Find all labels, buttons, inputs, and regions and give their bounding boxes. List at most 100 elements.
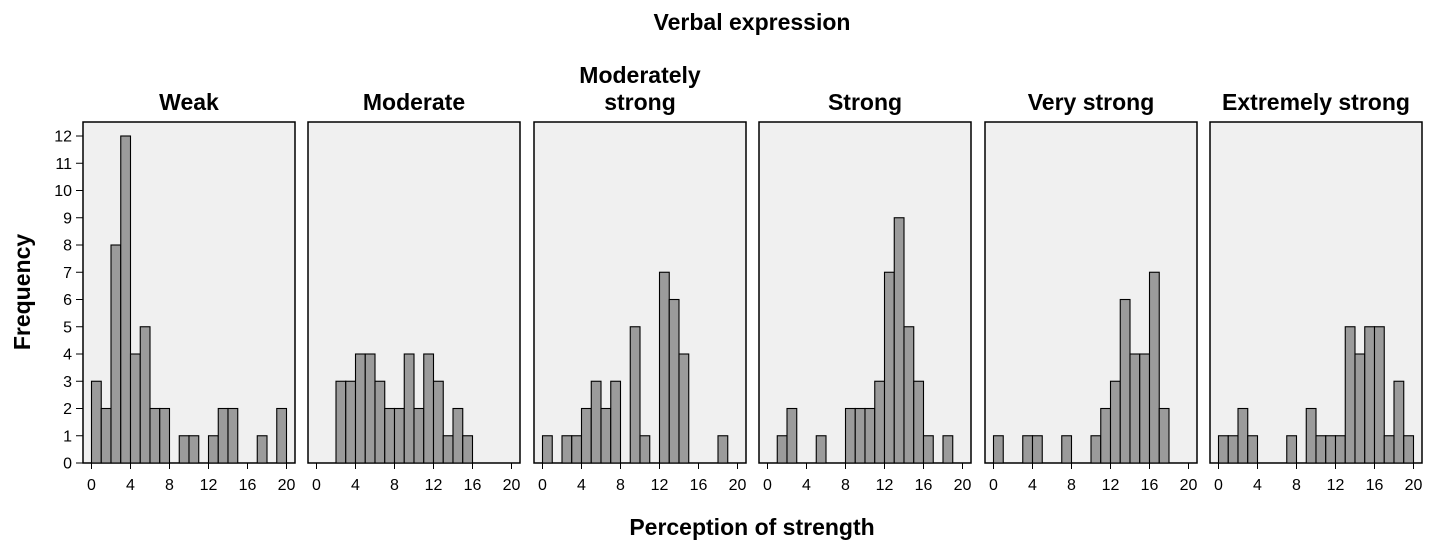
x-tick-label: 4 — [1028, 477, 1037, 494]
x-tick-label: 8 — [390, 477, 399, 494]
panel-title: Weak — [159, 89, 219, 115]
panel-frame — [758, 121, 972, 464]
histogram-bar — [1373, 326, 1385, 464]
histogram-bar — [1158, 407, 1170, 464]
x-tick-label: 20 — [729, 477, 747, 494]
chart-title: Verbal expression — [654, 9, 851, 35]
histogram-bar — [903, 326, 915, 464]
histogram-bar — [120, 135, 132, 464]
histogram-bar — [364, 353, 376, 464]
histogram-bar — [1100, 407, 1112, 464]
histogram-bar — [159, 407, 171, 464]
x-tick-label: 8 — [1067, 477, 1076, 494]
x-tick-label: 12 — [651, 477, 669, 494]
y-tick-label: 9 — [63, 210, 72, 227]
histogram-bar — [1090, 435, 1102, 464]
x-axis-label: Perception of strength — [629, 514, 874, 540]
y-tick-label: 1 — [63, 428, 72, 445]
histogram-bar — [541, 435, 553, 464]
x-tick-label: 0 — [312, 477, 321, 494]
histogram-bar — [883, 271, 895, 464]
histogram-bar — [610, 380, 622, 464]
x-tick-label: 16 — [690, 477, 708, 494]
histogram-bar — [129, 353, 141, 464]
histogram-bar — [149, 407, 161, 464]
histogram-bar — [256, 435, 268, 464]
x-tick-label: 4 — [802, 477, 811, 494]
histogram-bar — [335, 380, 347, 464]
x-tick-label: 4 — [577, 477, 586, 494]
y-tick-label: 6 — [63, 292, 72, 309]
histogram-bar — [1403, 435, 1415, 464]
histogram-bar — [207, 435, 219, 464]
histogram-bar — [629, 326, 641, 464]
histogram-bar — [717, 435, 729, 464]
x-tick-label: 16 — [239, 477, 257, 494]
panel-title: Extremely strong — [1222, 89, 1410, 115]
histogram-bar — [393, 407, 405, 464]
x-tick-label: 16 — [464, 477, 482, 494]
histogram-bar — [345, 380, 357, 464]
x-tick-label: 20 — [1405, 477, 1423, 494]
histogram-bar — [561, 435, 573, 464]
panel-title: Moderately — [579, 62, 701, 88]
panel-moderate: Moderate 0 4 8 12 16 20 — [307, 89, 521, 494]
histogram-bar — [1139, 353, 1151, 464]
histogram-bar — [854, 407, 866, 464]
y-axis-label: Frequency — [9, 234, 35, 351]
x-tick-label: 16 — [915, 477, 933, 494]
histogram-bar — [139, 326, 151, 464]
histogram-bar — [580, 407, 592, 464]
histogram-bar — [100, 407, 112, 464]
histogram-bar — [1305, 407, 1317, 464]
histogram-bar — [442, 435, 454, 464]
x-tick-label: 12 — [1327, 477, 1345, 494]
histogram-bar — [1325, 435, 1337, 464]
histogram-bar — [942, 435, 954, 464]
x-tick-label: 20 — [1180, 477, 1198, 494]
panel-strong: Strong 0 4 8 12 16 20 — [758, 89, 972, 494]
panel-frame — [1209, 121, 1423, 464]
x-tick-label: 0 — [989, 477, 998, 494]
histogram-bar — [571, 435, 583, 464]
panel-title: Moderate — [363, 89, 465, 115]
y-tick-label: 3 — [63, 374, 72, 391]
x-tick-label: 12 — [425, 477, 443, 494]
histogram-bar — [590, 380, 602, 464]
y-tick-label: 10 — [54, 183, 72, 200]
histogram-bar — [1022, 435, 1034, 464]
y-tick-label: 8 — [63, 238, 72, 255]
x-tick-label: 4 — [351, 477, 360, 494]
histogram-bar — [922, 435, 934, 464]
histogram-bar — [1383, 435, 1395, 464]
panel-very-strong: Very strong 0 4 8 12 16 20 — [984, 89, 1198, 494]
x-tick-label: 20 — [954, 477, 972, 494]
histogram-bar — [384, 407, 396, 464]
x-tick-label: 12 — [876, 477, 894, 494]
x-tick-label: 0 — [1214, 477, 1223, 494]
y-tick-label: 12 — [54, 129, 72, 146]
x-tick-label: 16 — [1141, 477, 1159, 494]
histogram-bar — [1217, 435, 1229, 464]
histogram-bar — [1354, 353, 1366, 464]
histogram-bar — [639, 435, 651, 464]
x-tick-label: 20 — [503, 477, 521, 494]
x-tick-label: 20 — [278, 477, 296, 494]
histogram-bar — [1344, 326, 1356, 464]
histogram-bar — [432, 380, 444, 464]
histogram-bar — [217, 407, 229, 464]
y-tick-label: 11 — [55, 156, 72, 173]
panel-frame — [984, 121, 1198, 464]
x-tick-label: 8 — [616, 477, 625, 494]
histogram-bar — [1109, 380, 1121, 464]
histogram-bar — [1247, 435, 1259, 464]
histogram-bar — [786, 407, 798, 464]
histogram-bar — [844, 407, 856, 464]
y-tick-label: 2 — [63, 401, 72, 418]
histogram-bar — [354, 353, 366, 464]
histogram-bar — [1364, 326, 1376, 464]
y-tick-label: 7 — [63, 265, 72, 282]
x-tick-label: 8 — [1292, 477, 1301, 494]
